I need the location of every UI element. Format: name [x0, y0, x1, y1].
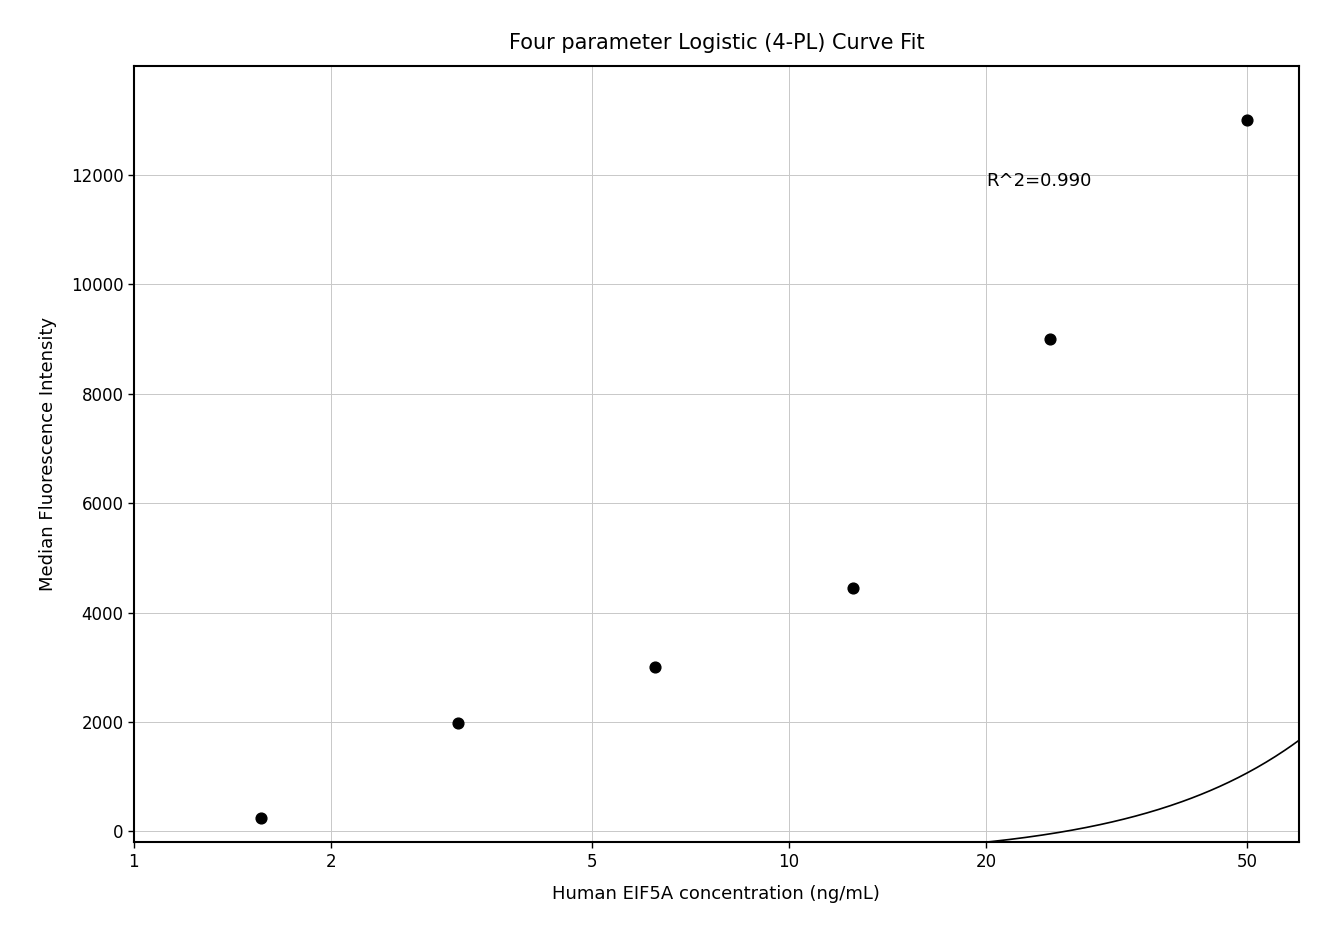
Point — [1236, 112, 1257, 127]
Point — [1039, 331, 1060, 346]
Point — [644, 660, 665, 675]
Y-axis label: Median Fluorescence Intensity: Median Fluorescence Intensity — [39, 317, 56, 591]
Title: Four parameter Logistic (4-PL) Curve Fit: Four parameter Logistic (4-PL) Curve Fit — [509, 33, 924, 52]
Point — [447, 716, 469, 731]
Point — [250, 811, 272, 826]
Point — [842, 580, 864, 595]
Text: R^2=0.990: R^2=0.990 — [987, 172, 1091, 190]
X-axis label: Human EIF5A concentration (ng/mL): Human EIF5A concentration (ng/mL) — [553, 885, 880, 902]
